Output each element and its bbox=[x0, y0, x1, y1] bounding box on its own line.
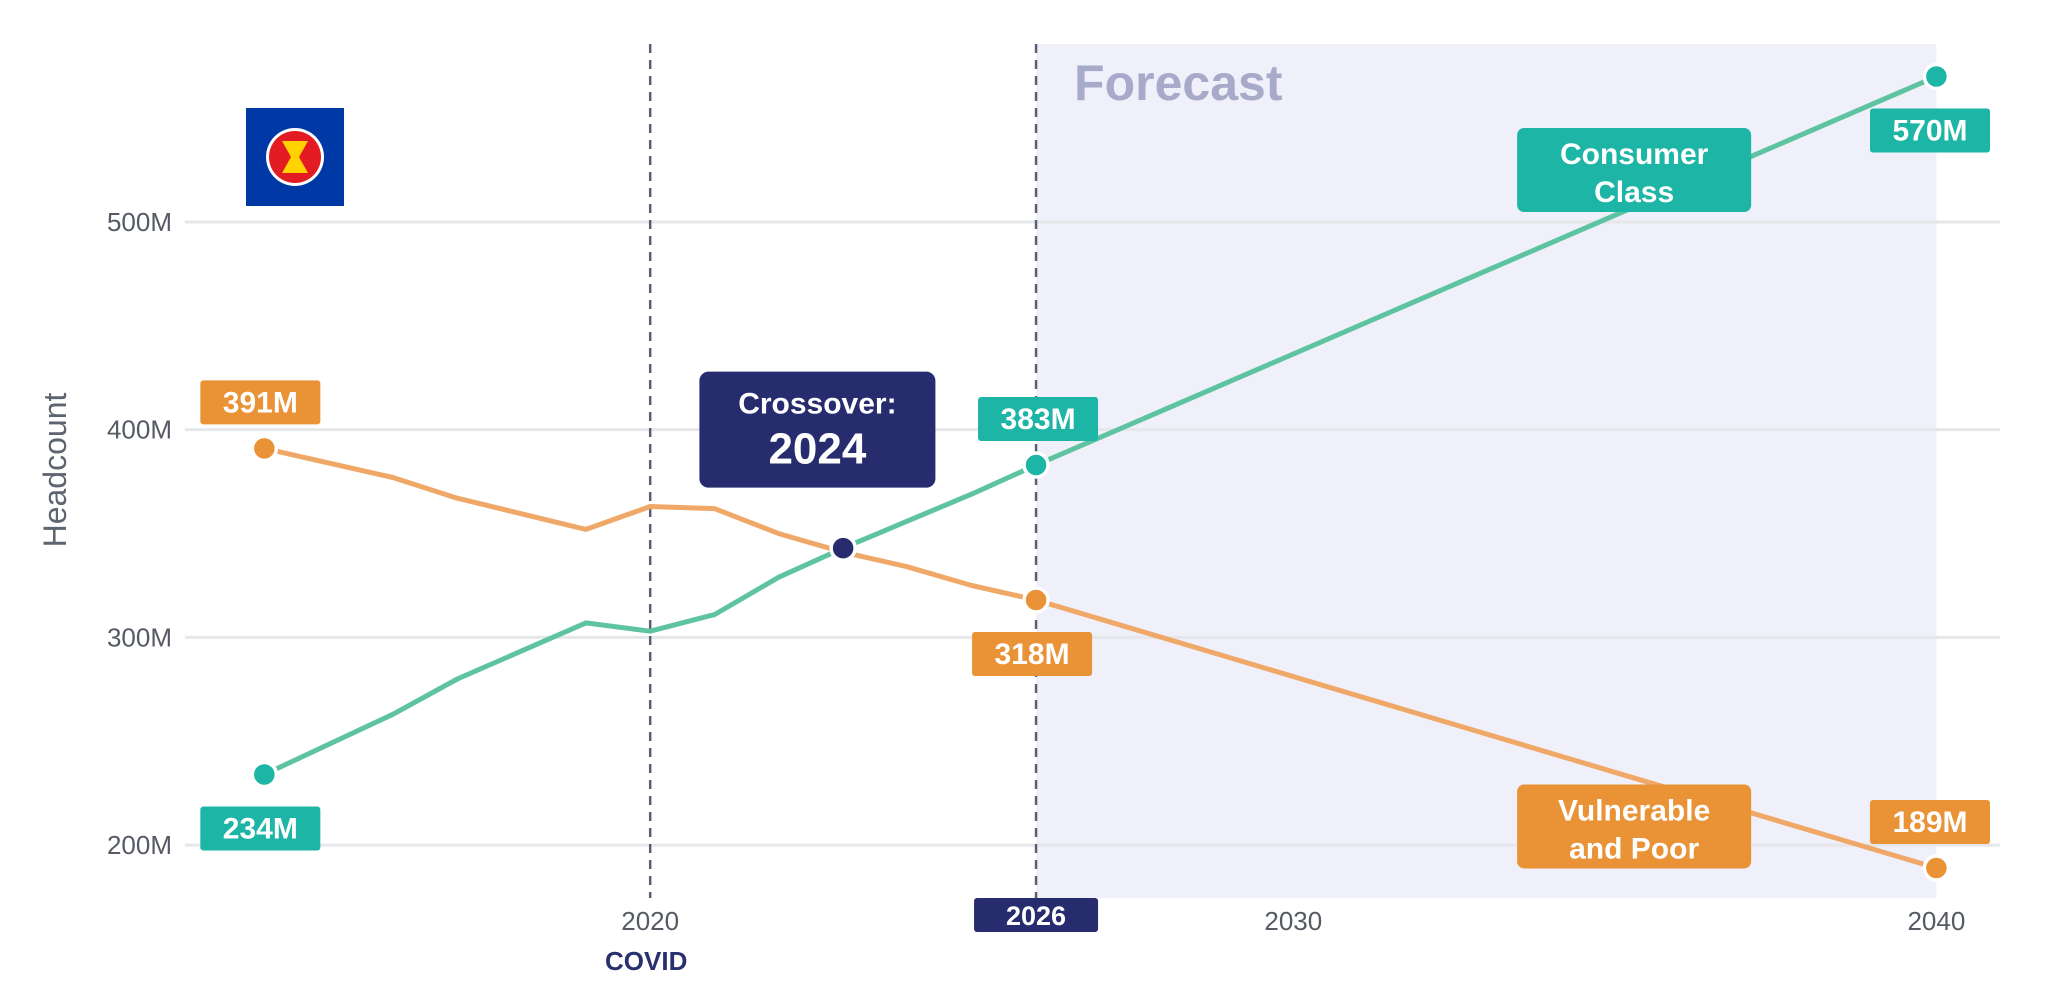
reference-lines: COVID 2026 bbox=[605, 44, 1099, 976]
data-point bbox=[1022, 451, 1050, 479]
forecast-label: Forecast bbox=[1074, 55, 1283, 111]
value-label-box bbox=[978, 397, 1099, 441]
value-label-box bbox=[200, 380, 321, 425]
series-line-1 bbox=[261, 445, 1939, 871]
value-label: 570M bbox=[1892, 115, 1967, 148]
series-labels: Consumer Class Vulnerable and Poor bbox=[1517, 128, 1752, 869]
y-tick-label: 400M bbox=[107, 415, 172, 445]
data-point bbox=[250, 434, 279, 463]
y-axis-title: Headcount bbox=[37, 393, 73, 548]
data-markers bbox=[250, 62, 1951, 882]
y-tick-label: 500M bbox=[107, 207, 172, 237]
forecast-region bbox=[1036, 44, 1937, 898]
crossover-year: 2024 bbox=[768, 425, 866, 474]
series-label-text: Consumer bbox=[1560, 138, 1709, 171]
x-tick-label: 2030 bbox=[1264, 906, 1322, 936]
value-label: 391M bbox=[223, 386, 298, 419]
reference-badge bbox=[974, 898, 1099, 932]
value-label: 189M bbox=[1892, 806, 1967, 839]
series-label-text: Class bbox=[1594, 176, 1674, 209]
data-point bbox=[1922, 854, 1951, 882]
crossover-box bbox=[699, 371, 936, 488]
value-label-box bbox=[972, 632, 1093, 677]
value-label: 383M bbox=[1001, 403, 1076, 436]
value-label-box bbox=[200, 806, 321, 851]
crossover-title: Crossover: bbox=[738, 388, 896, 421]
value-label-box bbox=[1870, 108, 1990, 153]
series-label-box bbox=[1517, 784, 1752, 869]
data-point bbox=[1922, 62, 1951, 91]
y-tick-label: 200M bbox=[107, 830, 172, 860]
series-line-0 bbox=[261, 74, 1939, 777]
y-tick-label: 300M bbox=[107, 622, 172, 652]
series-label-text: Vulnerable bbox=[1558, 794, 1710, 827]
value-label: 318M bbox=[995, 638, 1070, 671]
x-axis-ticks: 2020 2030 2040 bbox=[621, 906, 1965, 936]
asean-flag-icon bbox=[246, 108, 344, 206]
y-axis-ticks: 200M 300M 400M 500M bbox=[107, 207, 172, 860]
x-tick-label: 2040 bbox=[1907, 906, 1965, 936]
data-point bbox=[1022, 586, 1050, 614]
crossover-annotation: Crossover: 2024 bbox=[699, 371, 936, 562]
x-tick-label: 2020 bbox=[621, 906, 679, 936]
series-lines bbox=[261, 74, 1939, 871]
data-point bbox=[250, 760, 279, 789]
reference-line-label: COVID bbox=[605, 946, 687, 976]
value-label: 234M bbox=[223, 813, 298, 846]
crossover-point bbox=[829, 534, 857, 562]
value-labels: 234M 383M 570M 391M 318M 189M bbox=[200, 108, 1990, 851]
series-label-text: and Poor bbox=[1569, 832, 1699, 865]
value-label-box bbox=[1870, 799, 1990, 844]
reference-badge-label: 2026 bbox=[1006, 901, 1066, 931]
series-label-box bbox=[1517, 128, 1752, 213]
